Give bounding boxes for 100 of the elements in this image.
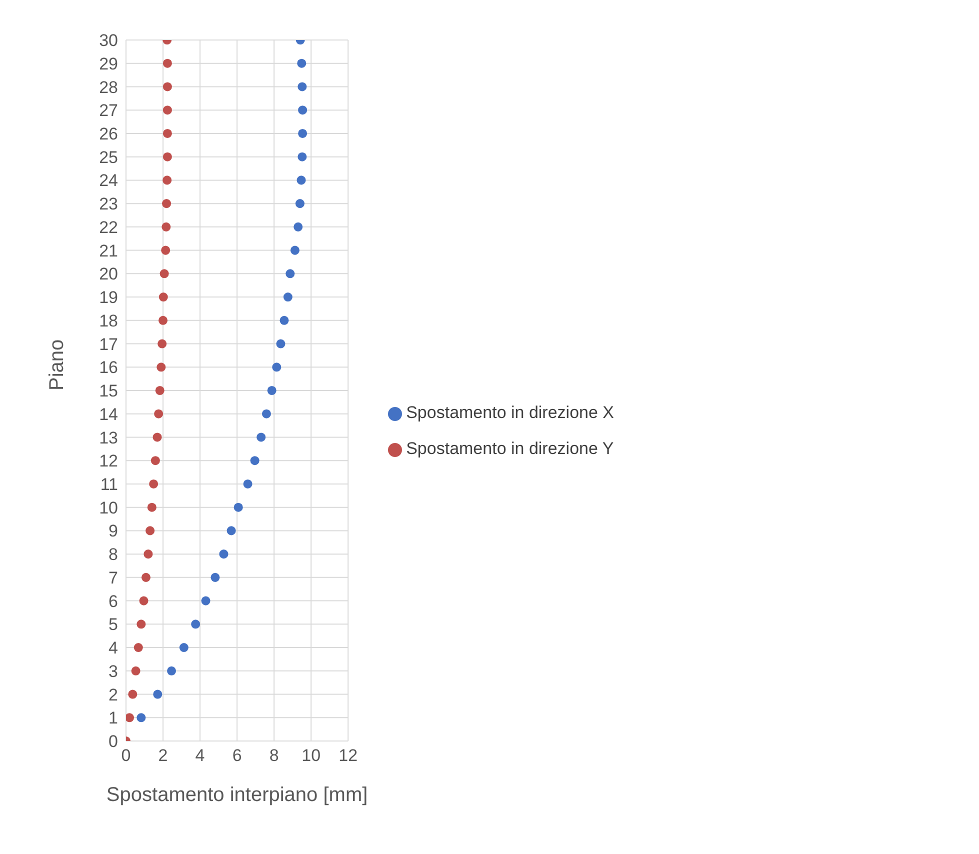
x-tick-label: 0 (121, 746, 131, 766)
y-tick-label: 14 (99, 404, 118, 424)
y-tick-label: 12 (99, 452, 118, 471)
point (158, 339, 167, 348)
point (267, 386, 276, 396)
point (201, 596, 210, 606)
y-tick-label: 11 (100, 475, 118, 494)
point (286, 269, 295, 278)
point (295, 199, 304, 208)
point (256, 432, 266, 442)
point (219, 550, 228, 559)
y-tick-label: 19 (99, 288, 118, 308)
y-tick-label: 17 (99, 334, 118, 354)
point (262, 409, 271, 418)
point (155, 386, 164, 396)
y-axis-title: Piano (46, 339, 68, 390)
point (162, 58, 172, 68)
point (160, 269, 169, 278)
y-tick-label: 10 (99, 498, 118, 518)
point (144, 550, 153, 559)
y-tick-label: 24 (99, 171, 118, 190)
point (149, 479, 158, 488)
point (297, 58, 306, 68)
point (272, 362, 282, 372)
point (243, 479, 252, 488)
y-tick-label: 15 (99, 382, 118, 401)
point (210, 572, 220, 582)
point (162, 152, 172, 162)
point (290, 246, 300, 255)
point (226, 526, 236, 536)
x-tick-label: 10 (302, 746, 321, 766)
y-tick-label: 18 (99, 311, 118, 330)
point (152, 432, 162, 442)
point (134, 643, 143, 652)
point (153, 690, 162, 699)
y-tick-label: 27 (99, 101, 118, 120)
x-tick-label: 2 (158, 746, 168, 766)
y-tick-label: 16 (99, 358, 118, 378)
y-tick-label: 25 (99, 148, 118, 167)
point (162, 176, 172, 185)
point (162, 199, 172, 208)
point (179, 643, 188, 652)
legend-label: Spostamento in direzione X (406, 403, 614, 422)
point (156, 362, 166, 372)
point (234, 502, 243, 512)
point (296, 176, 306, 185)
point (191, 620, 200, 629)
y-tick-label: 21 (99, 241, 118, 260)
y-tick-label: 13 (99, 428, 118, 448)
point (128, 690, 138, 699)
x-tick-label: 4 (195, 746, 205, 766)
point (162, 82, 172, 92)
y-tick-label: 6 (108, 592, 118, 611)
point (136, 620, 146, 629)
y-tick-label: 22 (99, 218, 118, 237)
y-tick-label: 7 (108, 568, 118, 588)
point (298, 128, 308, 138)
point (167, 666, 176, 676)
point (139, 596, 148, 606)
y-tick-label: 26 (99, 124, 118, 144)
point (126, 713, 134, 722)
y-tick-label: 8 (108, 545, 118, 564)
y-tick-label: 1 (108, 708, 118, 728)
point (141, 572, 150, 582)
point (158, 292, 168, 302)
point (162, 128, 172, 138)
y-tick-label: 29 (99, 54, 118, 74)
y-tick-label: 28 (99, 78, 118, 97)
point (146, 526, 155, 536)
y-tick-label: 3 (108, 662, 118, 681)
point (283, 292, 292, 302)
x-tick-label: 12 (338, 746, 358, 766)
legend-label: Spostamento in direzione Y (406, 439, 614, 458)
point (147, 502, 156, 512)
point (136, 713, 146, 722)
point (158, 316, 168, 325)
y-tick-label: 9 (108, 522, 118, 541)
point (276, 339, 286, 348)
y-tick-label: 0 (108, 732, 118, 752)
point (161, 246, 170, 255)
point (280, 316, 289, 325)
x-tick-label: 6 (232, 746, 242, 766)
y-tick-label: 4 (108, 638, 118, 658)
point (298, 152, 307, 162)
x-axis-title: Spostamento interpiano [mm] (106, 784, 368, 806)
point (298, 82, 307, 92)
y-tick-label: 5 (108, 615, 118, 634)
x-tick-label: 8 (269, 746, 279, 766)
y-tick-label: 20 (99, 264, 118, 284)
point (150, 456, 160, 466)
point (154, 409, 164, 418)
point (250, 456, 260, 466)
y-tick-label: 30 (99, 31, 118, 50)
point (162, 222, 171, 232)
point (131, 666, 140, 676)
point (162, 106, 172, 115)
y-tick-label: 2 (108, 685, 118, 704)
point (294, 222, 303, 232)
point (298, 106, 308, 115)
y-tick-label: 23 (99, 194, 118, 214)
